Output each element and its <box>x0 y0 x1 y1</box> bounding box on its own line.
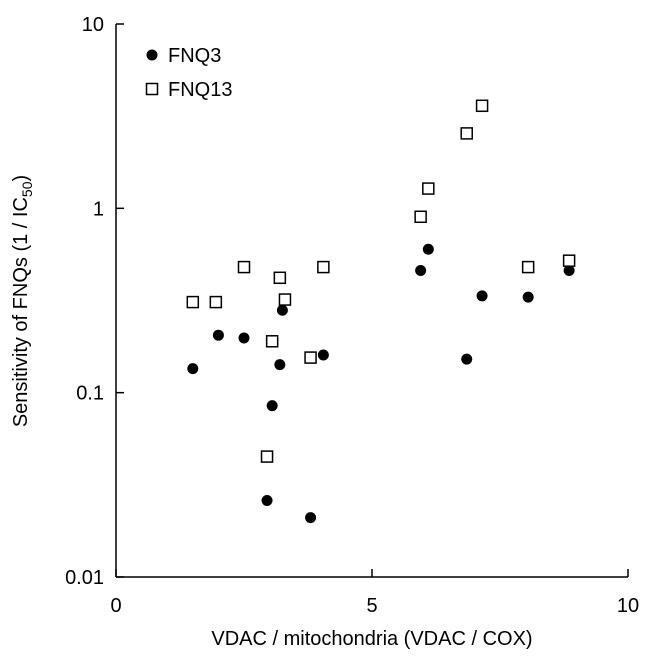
fnq13-point <box>209 295 223 309</box>
fnq3-legend-label: FNQ3 <box>168 45 221 67</box>
y-tick-label: 0.1 <box>76 383 104 405</box>
legend: FNQ3 FNQ13 <box>145 45 232 101</box>
fnq3-legend-marker <box>146 49 158 61</box>
fnq13-point <box>265 335 279 348</box>
fnq3-point <box>274 359 286 371</box>
fnq3-point <box>238 332 250 344</box>
fnq3-point <box>276 304 288 316</box>
y-axis-title-main: Sensitivity of FNQs (1 / IC <box>10 197 32 427</box>
fnq3-point <box>422 243 434 255</box>
data-marks <box>186 99 576 524</box>
fnq3-point <box>212 329 224 341</box>
fnq3-point <box>266 400 278 412</box>
fnq3-point <box>415 264 427 276</box>
fnq13-point <box>237 260 251 274</box>
fnq13-point <box>273 271 287 285</box>
y-tick-label: 10 <box>82 14 104 36</box>
fnq3-point <box>261 495 273 507</box>
fnq3-point <box>317 349 329 361</box>
fnq13-point <box>186 295 200 309</box>
x-tick-label: 10 <box>617 595 639 617</box>
fnq3-point <box>476 290 488 302</box>
y-tick-label: 0.01 <box>65 567 104 589</box>
fnq13-point <box>414 210 427 224</box>
fnq3-point <box>563 264 575 276</box>
x-tick-label: 5 <box>366 595 377 617</box>
fnq13-point <box>304 351 317 364</box>
fnq13-point <box>475 99 489 113</box>
fnq3-point <box>305 512 317 524</box>
y-axis-title-subscript: 50 <box>19 181 35 197</box>
fnq13-legend-marker <box>145 82 159 96</box>
fnq13-point <box>460 127 473 140</box>
fnq13-point <box>260 450 274 463</box>
fnq13-point <box>422 182 435 195</box>
fnq13-point <box>521 260 535 274</box>
fnq13-point <box>317 260 330 274</box>
x-axis-title: VDAC / mitochondria (VDAC / COX) <box>211 628 532 650</box>
fnq3-point <box>522 291 534 303</box>
y-axis-title: Sensitivity of FNQs (1 / IC50) <box>10 175 35 427</box>
fnq13-point <box>562 254 576 267</box>
y-tick-label: 1 <box>93 198 104 220</box>
x-tick-label: 0 <box>110 595 121 617</box>
fnq3-point <box>461 353 473 365</box>
fnq13-point <box>278 293 292 306</box>
y-axis-title-close: ) <box>10 175 32 182</box>
fnq3-point <box>187 363 199 375</box>
ticks: 0.01 0.1 1 10 0 5 10 <box>65 14 639 617</box>
fnq13-legend-label: FNQ13 <box>168 79 232 101</box>
